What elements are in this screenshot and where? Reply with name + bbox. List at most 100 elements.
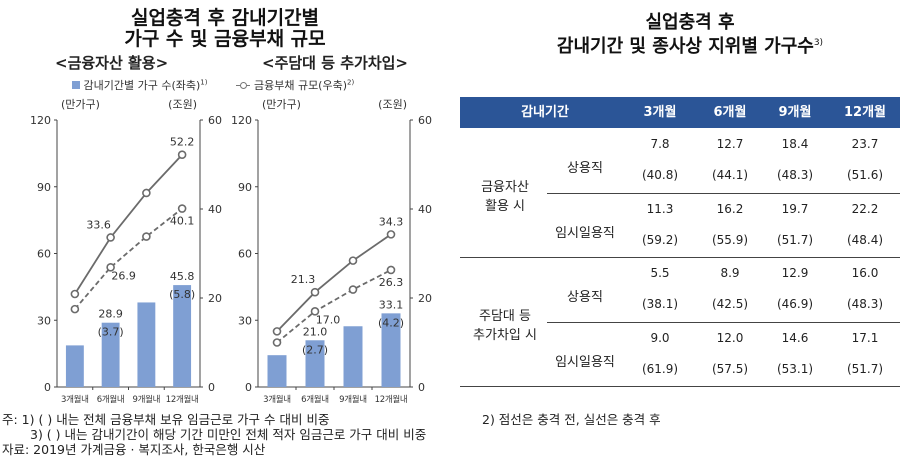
cell-share: (46.9) (776, 297, 814, 311)
cell-share: (51.7) (846, 361, 884, 376)
cell-value: 19.7 (781, 201, 809, 216)
right-tick-label: 20 (418, 292, 432, 305)
legend: 감내기간별 가구 수(좌축)1) 금융부채 규모(우축)2) (72, 77, 354, 93)
table-title: 실업충격 후 감내기간 및 종사상 지위별 가구수3) (480, 12, 900, 57)
left-tick-label: 0 (44, 381, 51, 394)
x-tick-label: 12개월내 (375, 394, 408, 405)
header-9m: 9개월 (778, 105, 812, 120)
x-tick-label: 9개월내 (133, 394, 161, 405)
right-axis-unit: (조원) (168, 98, 197, 111)
cell-share: (38.1) (641, 297, 679, 311)
x-tick-label: 9개월내 (339, 394, 367, 405)
line-value-label: 26.9 (111, 269, 136, 282)
header-12m: 12개월 (843, 105, 886, 120)
cell-share: (51.6) (846, 168, 884, 182)
group-label: 금융자산 활용 시 (455, 178, 555, 216)
left-title: 실업충격 후 감내기간별 가구 수 및 금융부채 규모 (60, 8, 390, 50)
bar-value-label: 33.1 (379, 298, 404, 311)
note-3: 3) ( ) 내는 감내기간이 해당 기간 미만인 전체 적자 임금근로 가구 … (30, 427, 427, 442)
line-point-marker (142, 188, 151, 198)
left-tick-label: 30 (37, 314, 51, 327)
cell-share: (57.5) (711, 361, 749, 376)
legend-line-label: 금융부채 규모(우축) (253, 79, 348, 92)
chart2-subtitle: <주담대 등 추가차입> (262, 54, 408, 72)
cell-value: 9.0 (650, 330, 670, 345)
group-label-line2: 추가차입 시 (473, 327, 537, 343)
line-point-marker (177, 150, 187, 160)
bar-value-label: 21.0 (303, 325, 328, 338)
cell-share: (42.5) (711, 297, 749, 311)
left-axis-unit: (만가구) (262, 98, 301, 111)
cell-value: 8.9 (720, 266, 740, 280)
line-value-label: 33.6 (86, 218, 111, 231)
cell-share: (40.8) (641, 168, 679, 182)
table-title-sup: 3) (813, 38, 824, 48)
cell-value: 14.6 (781, 330, 809, 345)
line-point-marker (106, 262, 115, 272)
bar (173, 285, 192, 387)
left-axis-unit: (만가구) (61, 98, 100, 111)
line-series-before-shock (74, 207, 183, 310)
right-tick-label: 60 (418, 114, 432, 127)
line-value-label: 17.0 (316, 313, 341, 326)
line-point-marker (70, 304, 80, 314)
cell-value: 18.4 (781, 137, 809, 151)
line-point-marker (106, 233, 115, 242)
row-label: 임시일용직 (555, 354, 615, 370)
cell-share: (48.4) (846, 232, 884, 247)
line-point-marker (386, 265, 396, 275)
line-value-label: 34.3 (379, 215, 404, 228)
left-tick-label: 90 (37, 181, 51, 194)
line-point-marker (272, 327, 282, 336)
right-tick-label: 20 (208, 292, 222, 305)
row-divider (547, 192, 900, 194)
right-axis-unit: (조원) (378, 98, 407, 111)
x-tick-label: 6개월내 (97, 394, 125, 405)
charts-svg: (만가구) (조원) 0 30 60 90 120 0 20 40 60 3개월내 6개월내 9개월내 12… (30, 98, 432, 405)
note-2: 2) 점선은 충격 전, 실선은 충격 후 (482, 412, 661, 427)
left-tick-label: 120 (231, 114, 252, 127)
bar-share-label: (2.7) (302, 343, 328, 356)
group-divider (460, 257, 900, 258)
row-label: 상용직 (567, 161, 603, 176)
cell-value: 11.3 (646, 201, 674, 216)
line-point-marker (348, 256, 358, 265)
left-tick-label: 60 (37, 248, 51, 261)
row-label: 임시일용직 (555, 225, 615, 241)
cell-share: (61.9) (641, 361, 679, 376)
line-value-label: 52.2 (170, 136, 195, 149)
right-tick-label: 40 (208, 203, 222, 216)
left-title-line2: 가구 수 및 금융부채 규모 (124, 28, 326, 50)
bar-share-label: (3.7) (98, 326, 124, 339)
cell-share: (53.1) (776, 361, 814, 376)
cell-share: (48.3) (776, 168, 814, 182)
group-divider (460, 386, 900, 387)
right-tick-label: 40 (418, 203, 432, 216)
line-series-before-shock (276, 269, 392, 344)
cell-share: (55.9) (711, 232, 749, 247)
line-series-after-shock (276, 233, 392, 333)
bar (343, 326, 363, 387)
line-point-marker (177, 204, 187, 213)
header-period: 감내기간 (521, 105, 569, 120)
cell-value: 16.0 (851, 266, 879, 280)
line-point-marker (348, 285, 358, 294)
header-6m: 6개월 (713, 105, 747, 120)
table-title-line2: 감내기간 및 종사상 지위별 가구수 (556, 36, 814, 57)
group-label-line2: 활용 시 (484, 198, 525, 214)
cell-share: (59.2) (641, 232, 679, 247)
cell-value: 17.1 (851, 330, 879, 345)
bar (381, 313, 401, 387)
group-label-line1: 금융자산 (481, 179, 529, 195)
line-point-marker (310, 307, 320, 316)
bar-share-label: (4.2) (378, 316, 404, 329)
bar-value-label: 45.8 (170, 270, 195, 283)
bar (305, 340, 325, 387)
bar (267, 355, 287, 387)
bar (101, 322, 120, 387)
cell-value: 5.5 (650, 266, 670, 280)
group-label: 주담대 등 추가차입 시 (455, 307, 555, 345)
bar-value-label: 28.9 (98, 308, 123, 321)
x-tick-label: 3개월내 (61, 394, 89, 405)
